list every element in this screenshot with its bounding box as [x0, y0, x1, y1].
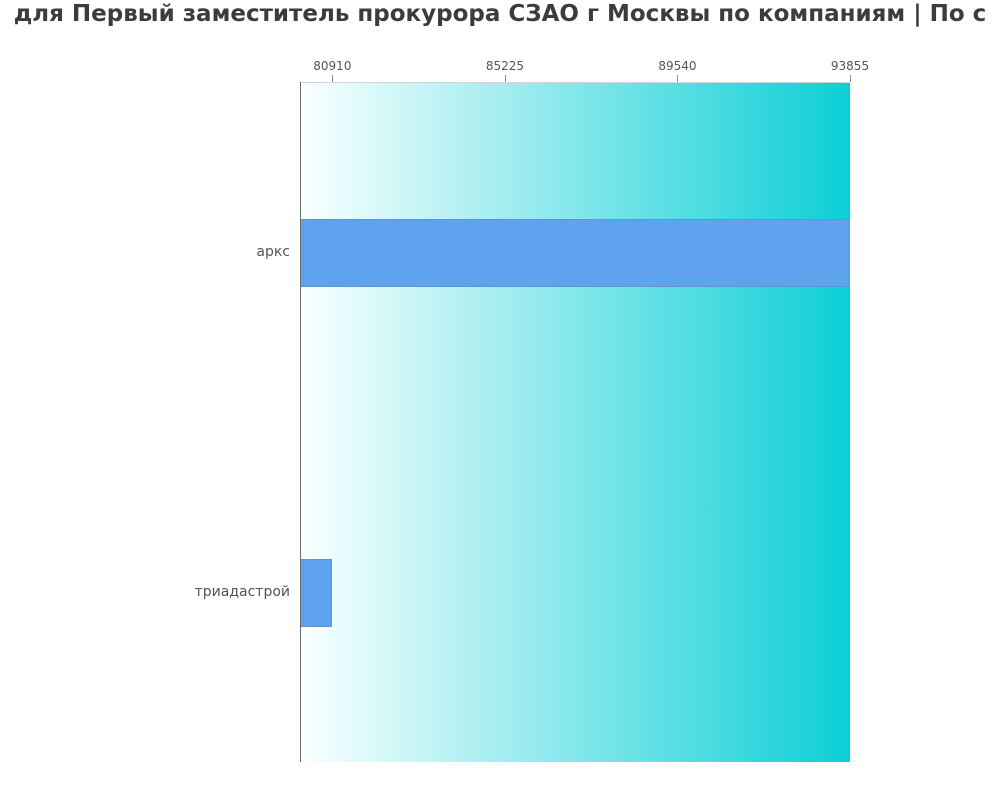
plot-area	[300, 82, 850, 762]
category-label: триадастрой	[194, 584, 290, 600]
x-tick-mark	[850, 75, 851, 82]
bar	[300, 219, 850, 287]
category-label: аркс	[256, 244, 290, 260]
x-tick-label: 89540	[658, 59, 697, 73]
x-tick-mark	[504, 75, 506, 82]
x-tick-mark	[677, 75, 679, 82]
x-tick-mark	[332, 75, 334, 82]
chart-title: для Первый заместитель прокурора СЗАО г …	[13, 1, 987, 27]
bar	[300, 559, 333, 627]
y-axis-line	[300, 82, 301, 762]
x-tick-label: 93855	[830, 59, 870, 73]
x-tick-label: 80910	[313, 59, 352, 73]
x-tick-label: 85225	[485, 59, 525, 73]
